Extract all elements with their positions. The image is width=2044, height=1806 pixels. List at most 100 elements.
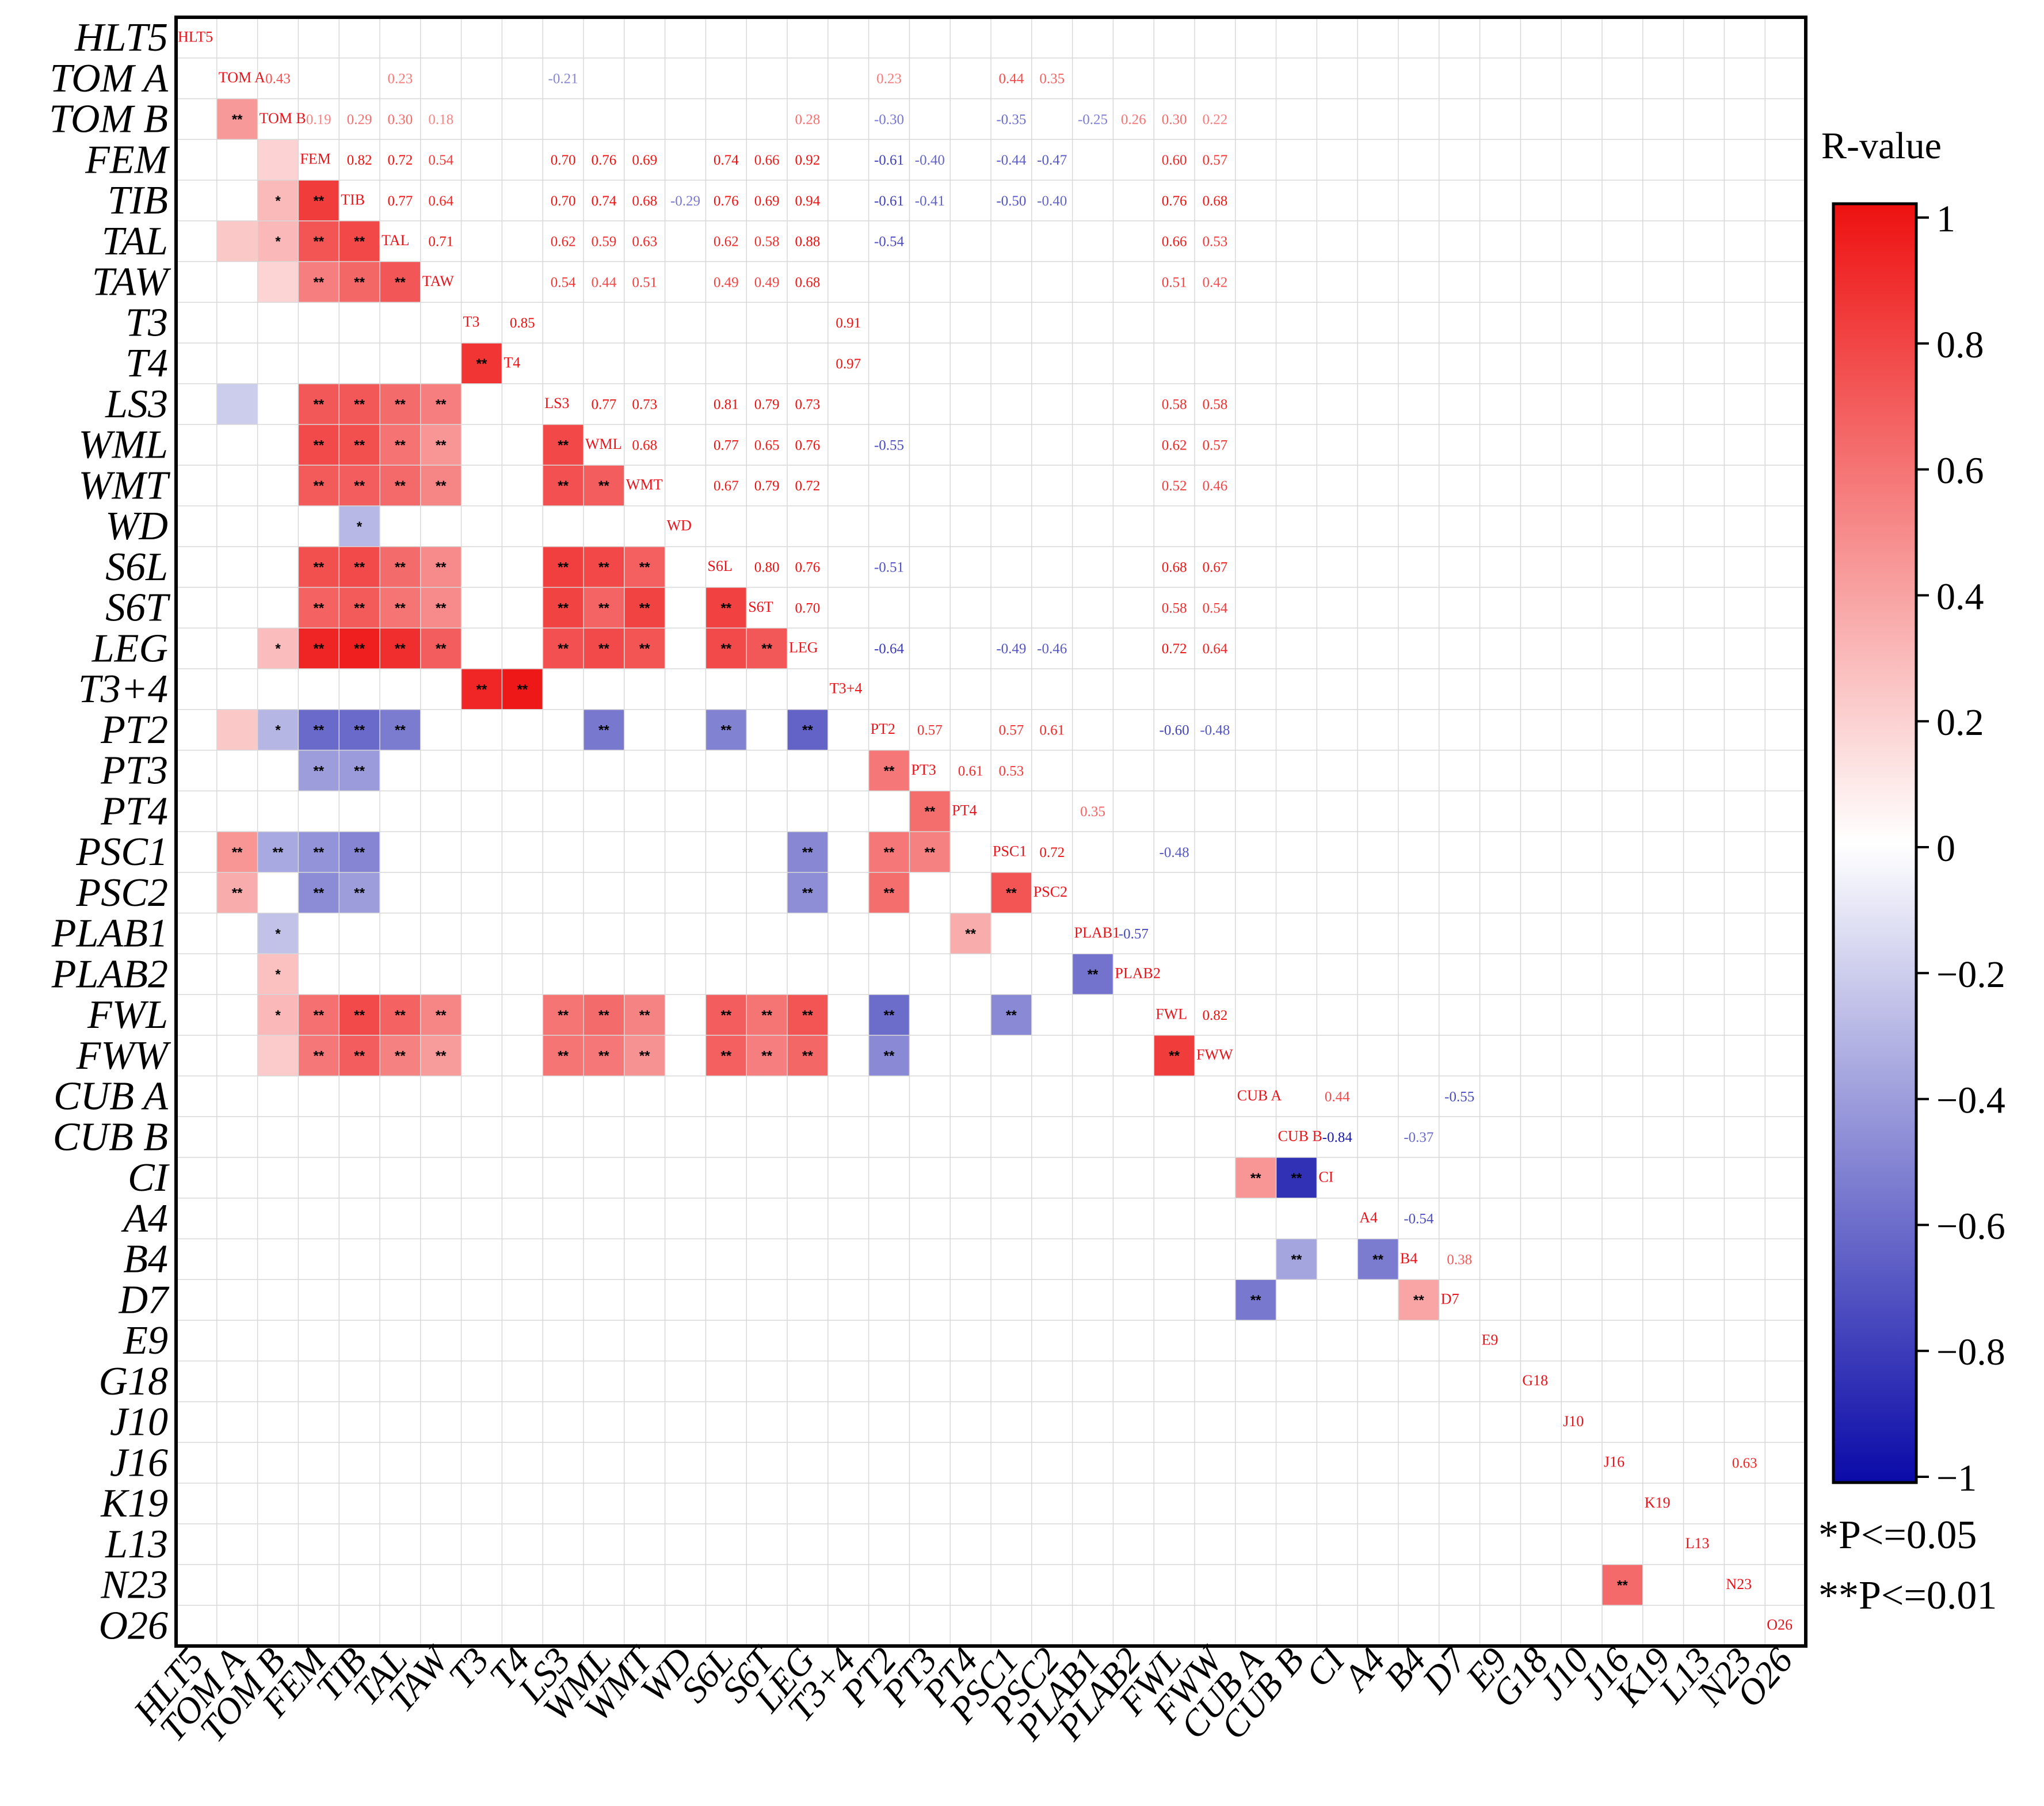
heatmap-cell (1439, 1605, 1481, 1647)
heatmap-cell (868, 1605, 910, 1647)
heatmap-cell (1317, 1361, 1358, 1402)
heatmap-cell (298, 669, 340, 710)
row-label: PLAB1 (51, 912, 168, 956)
correlation-value: 0.35 (1080, 804, 1105, 820)
significance-star: ** (884, 1049, 895, 1064)
heatmap-cell (868, 791, 910, 832)
heatmap-cell (868, 750, 910, 791)
significance-star: ** (924, 845, 935, 860)
colorbar-tick-label: 0.4 (1936, 576, 1984, 618)
heatmap-cell (216, 750, 258, 791)
heatmap-cell (1113, 1117, 1154, 1158)
significance-star: ** (313, 600, 324, 616)
heatmap-cell (216, 995, 258, 1036)
correlation-value: 0.77 (592, 397, 617, 413)
heatmap-cell (461, 424, 502, 466)
row-label: FEM (85, 138, 170, 182)
heatmap-cell (827, 1523, 870, 1565)
heatmap-cell (706, 1035, 747, 1076)
heatmap-cell (257, 954, 299, 995)
heatmap-cell (1113, 1239, 1154, 1280)
heatmap-cell (909, 1198, 951, 1239)
heatmap-cell (420, 343, 462, 384)
colorbar-ticks: 1 0.8 0.6 0.4 0.2 0 −0.2 −0.4 −0.6 −0.8 −1 (1916, 198, 2005, 1499)
heatmap-cell (257, 1483, 299, 1525)
heatmap-cell (827, 1239, 870, 1280)
heatmap-cell (339, 995, 380, 1036)
heatmap-cell (257, 139, 299, 181)
heatmap-cell (420, 1320, 462, 1362)
heatmap-cell (298, 995, 340, 1036)
heatmap-cell (706, 1117, 747, 1158)
heatmap-cell (909, 1401, 951, 1443)
heatmap-cell (1154, 1361, 1195, 1402)
correlation-value: 0.80 (754, 560, 780, 576)
colorbar-tick-label: −0.4 (1936, 1080, 2005, 1122)
significance-star: ** (436, 437, 447, 453)
heatmap-cell (461, 1442, 502, 1484)
heatmap-cell (1072, 1035, 1113, 1076)
heatmap-cell (909, 913, 951, 954)
heatmap-cell (827, 1157, 870, 1199)
correlation-value: 0.54 (1203, 600, 1228, 616)
heatmap-cell (543, 424, 584, 466)
heatmap-cell (991, 1279, 1032, 1321)
heatmap-cell (624, 995, 666, 1036)
significance-star: ** (802, 845, 813, 860)
heatmap-cell (787, 995, 829, 1036)
heatmap-cell (665, 1361, 706, 1402)
heatmap-cell (584, 506, 625, 547)
heatmap-cell (420, 1483, 462, 1525)
heatmap-cell (665, 1483, 706, 1525)
heatmap-cell (827, 954, 870, 995)
heatmap-cell (257, 750, 299, 791)
heatmap-cell (380, 302, 421, 344)
heatmap-cell (1031, 1523, 1073, 1565)
row-label: TIB (108, 178, 168, 223)
heatmap-cell (991, 1605, 1032, 1647)
heatmap-cell (706, 709, 747, 750)
heatmap-cell (624, 1442, 666, 1484)
heatmap-cell (624, 669, 666, 710)
heatmap-cell (380, 1523, 421, 1565)
heatmap-cell (420, 587, 462, 628)
heatmap-cell (502, 1320, 543, 1362)
heatmap-cell (1235, 1198, 1277, 1239)
heatmap-cell (216, 1117, 258, 1158)
heatmap-cell (461, 832, 502, 873)
significance-star: ** (354, 723, 365, 738)
significance-star: ** (639, 641, 650, 657)
heatmap-cell (706, 1279, 747, 1321)
heatmap-cell (827, 1320, 870, 1362)
heatmap-cell (339, 220, 380, 262)
significance-star: ** (558, 1049, 569, 1064)
heatmap-cell (176, 1483, 218, 1525)
heatmap-cell (991, 1564, 1032, 1606)
heatmap-cell (624, 1035, 666, 1076)
significance-star: ** (884, 763, 895, 779)
heatmap-cell (380, 1279, 421, 1321)
heatmap-cell (420, 628, 462, 669)
heatmap-cell (624, 1523, 666, 1565)
heatmap-cell (868, 1076, 910, 1117)
heatmap-cell (502, 383, 543, 425)
heatmap-cell (216, 954, 258, 995)
heatmap-cell (665, 872, 706, 913)
diagonal-label: FWW (1196, 1046, 1233, 1063)
heatmap-cell (420, 709, 462, 750)
correlation-value: 0.57 (999, 723, 1024, 738)
heatmap-cell (257, 383, 299, 425)
heatmap-cell (339, 628, 380, 669)
significance-star: ** (354, 560, 365, 576)
correlation-value: 0.54 (551, 275, 576, 290)
significance-star: ** (639, 600, 650, 616)
heatmap-cell (1072, 1239, 1113, 1280)
heatmap-cell (257, 709, 299, 750)
heatmap-cell (298, 1361, 340, 1402)
heatmap-cell (624, 1198, 666, 1239)
heatmap-cell (1276, 1401, 1317, 1443)
heatmap-cell (380, 1320, 421, 1362)
significance-star: ** (761, 1008, 772, 1023)
correlation-value: -0.84 (1322, 1130, 1353, 1145)
